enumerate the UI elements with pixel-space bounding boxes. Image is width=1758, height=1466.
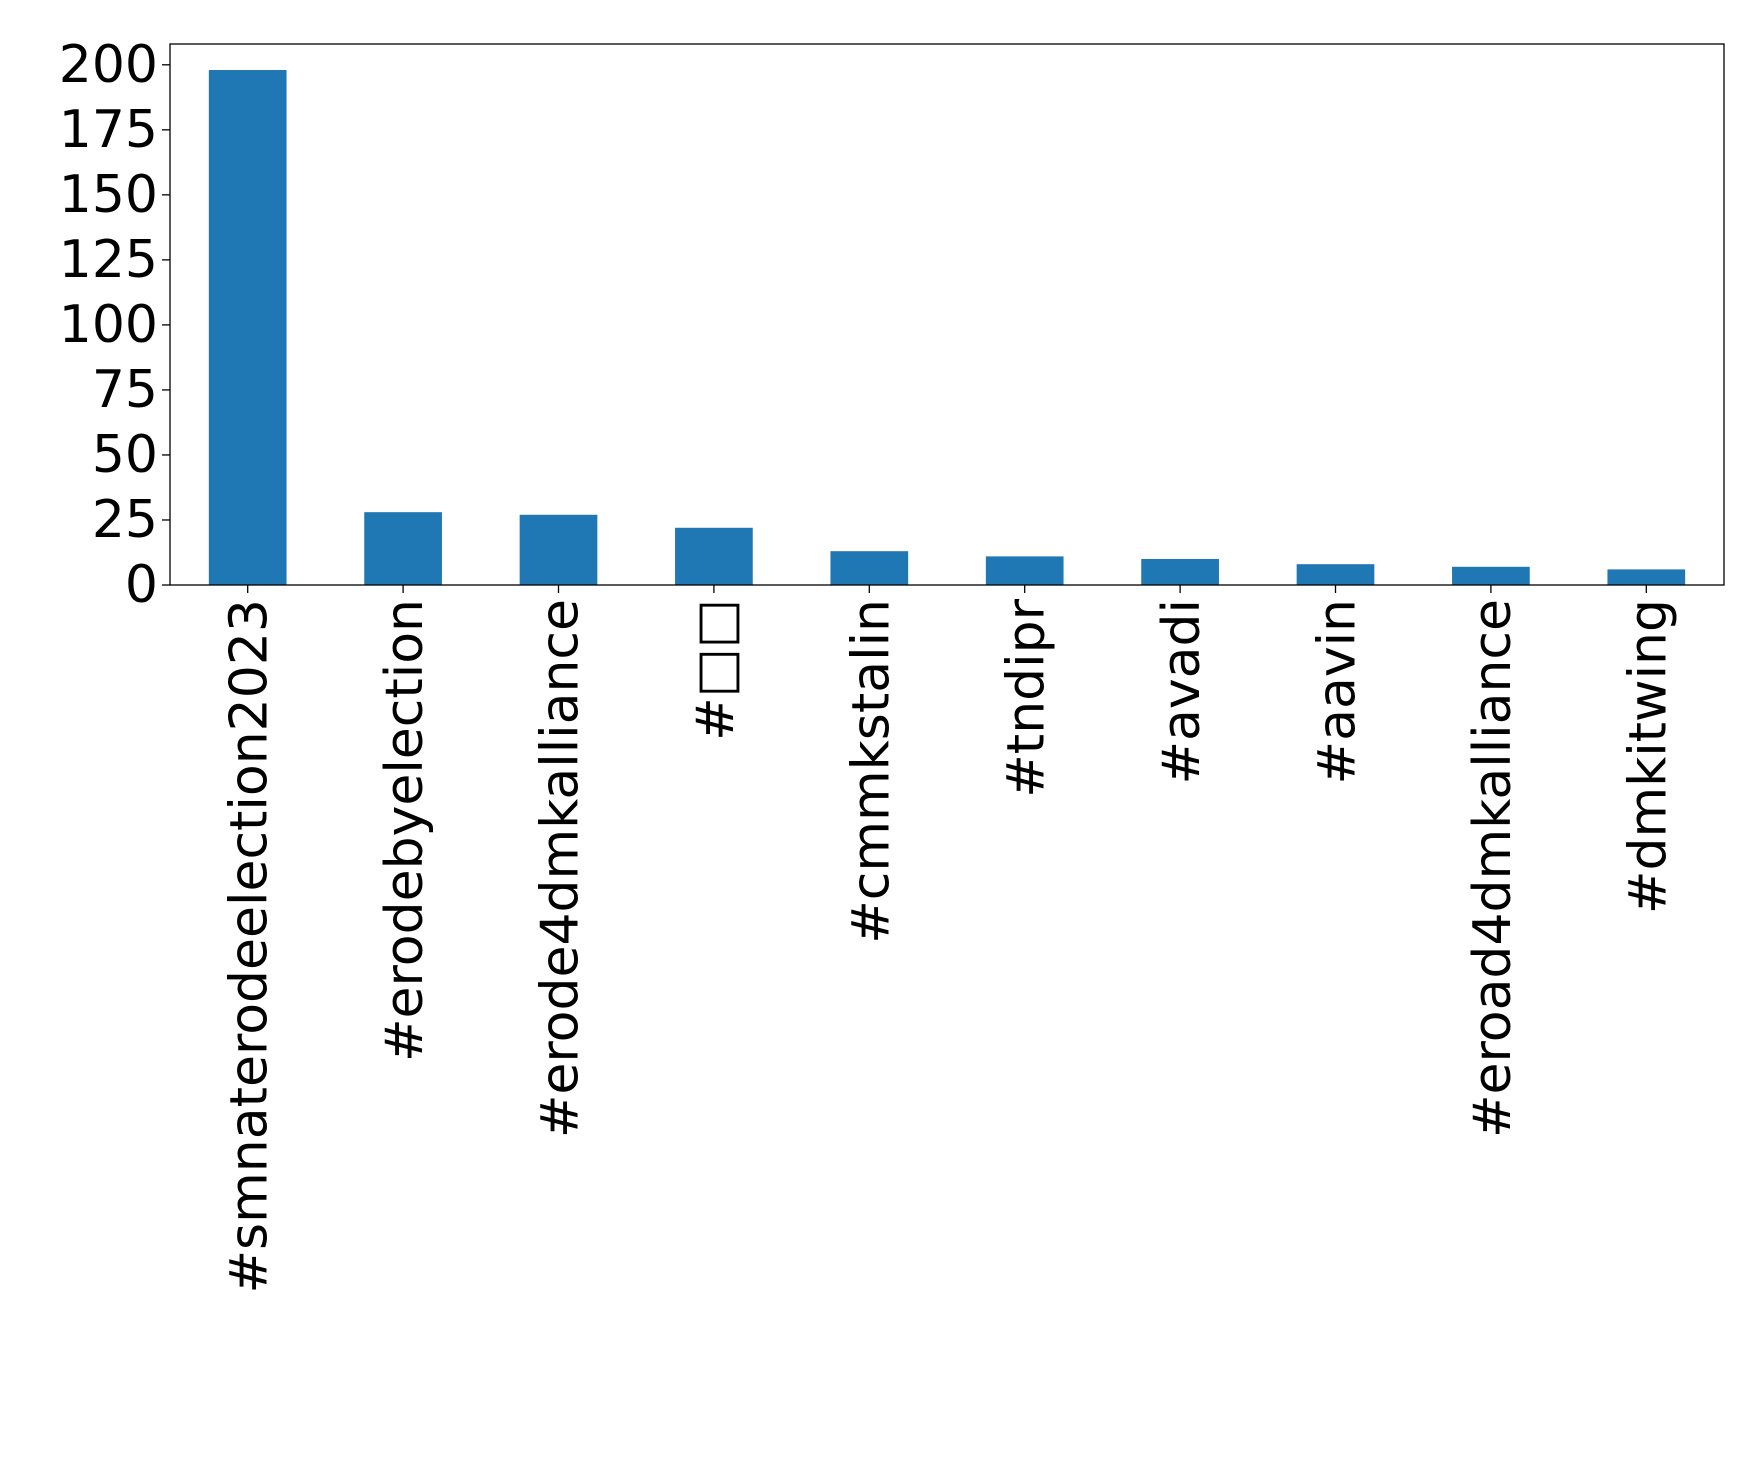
x-tick-label-3: #□□ [686,599,746,741]
y-tick-label-1: 25 [92,490,158,550]
x-tick-label-4: #cmmkstalin [841,599,901,944]
bar-6 [1141,558,1219,585]
y-tick-label-4: 100 [59,295,158,355]
x-tick-label-5: #tndipr [997,598,1057,797]
bar-5 [985,556,1064,585]
y-tick-label-7: 175 [59,100,158,160]
x-tick-label-7: #aavin [1308,599,1368,784]
bar-3 [675,527,753,585]
bar-0 [208,70,287,585]
bar-7 [1296,564,1375,585]
y-tick-label-2: 50 [92,425,158,485]
bar-8 [1452,566,1530,585]
bar-2 [519,514,598,585]
x-tick-label-2: #erode4dmkalliance [531,599,591,1138]
x-tick-label-9: #dmkitwing [1618,599,1678,914]
x-tick-label-0: #smnaterodeelection2023 [220,599,280,1294]
x-axis: #smnaterodeelection2023 #erodebyelection #… [220,585,1678,1294]
bar-9 [1607,569,1686,585]
x-tick-label-8: #eroad4dmkalliance [1463,599,1523,1138]
y-tick-label-6: 150 [59,165,158,225]
x-tick-label-6: #avadi [1152,599,1212,785]
y-tick-label-3: 75 [92,360,158,420]
plot-frame [169,43,1725,586]
bar-1 [364,512,442,585]
bars-group [208,70,1686,585]
x-tick-label-1: #erodebyelection [375,599,435,1062]
bar-4 [830,551,909,585]
y-tick-label-8: 200 [59,35,158,95]
y-tick-label-0: 0 [125,555,158,615]
y-tick-label-5: 125 [59,230,158,290]
